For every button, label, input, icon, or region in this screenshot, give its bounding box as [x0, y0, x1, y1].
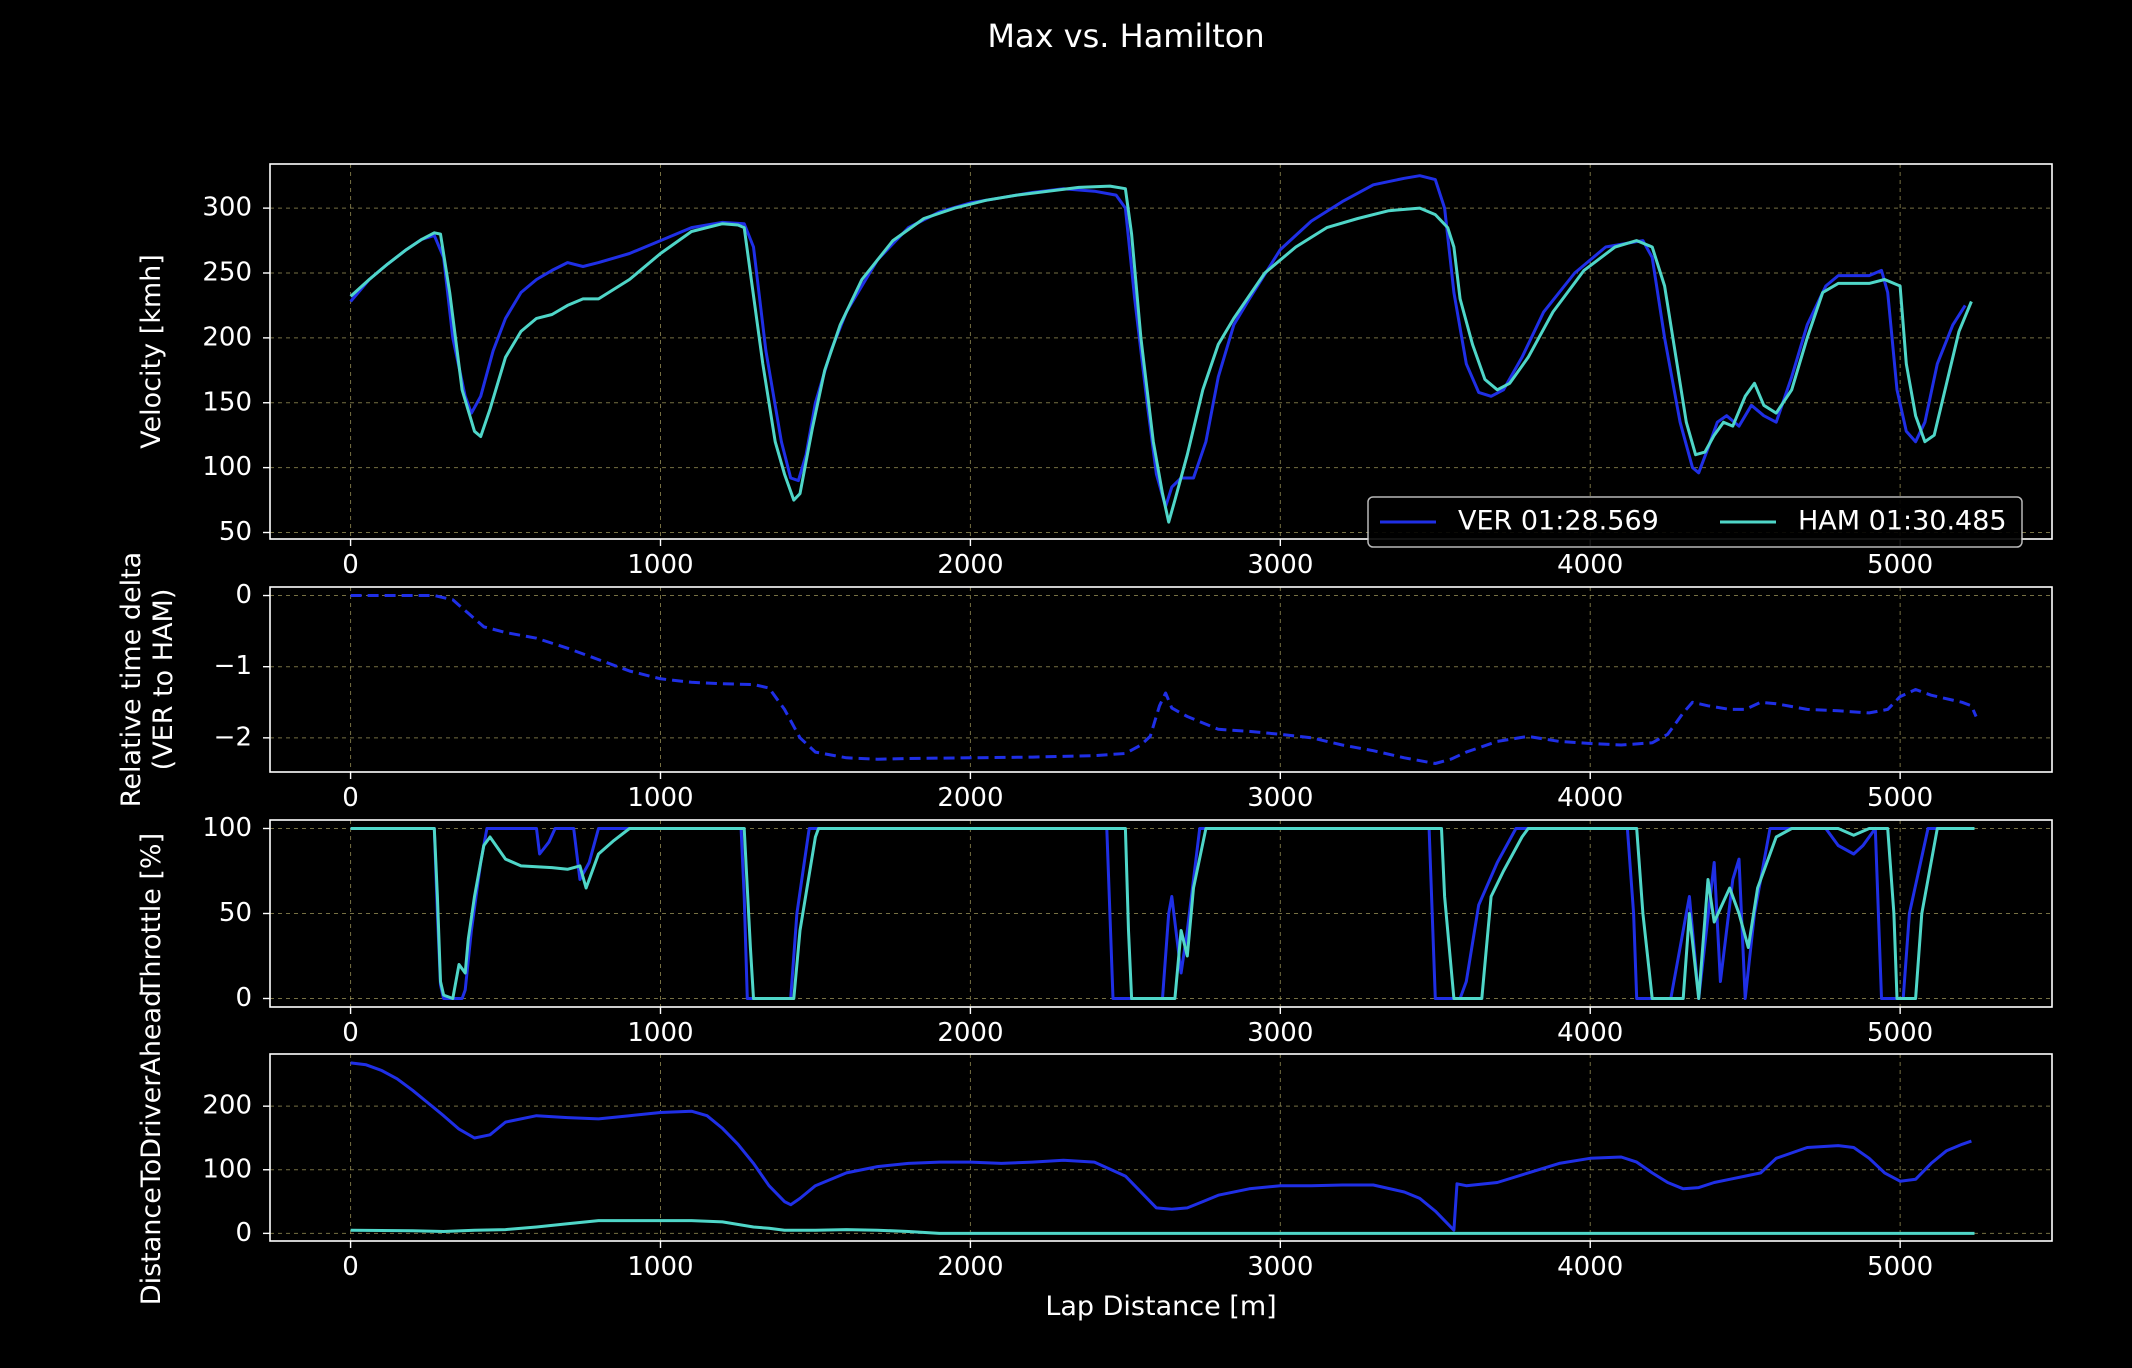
- y-tick-label: 50: [219, 898, 252, 928]
- x-tick-label: 4000: [1557, 1252, 1623, 1282]
- y-axis-label: Relative time delta(VER to HAM): [116, 552, 179, 807]
- panel-4: 0 1000 2000 3000 4000 5000 0 100 200 DistanceToDr…: [136, 990, 2053, 1322]
- x-tick-label: 0: [342, 550, 359, 580]
- x-tick-label: 4000: [1557, 783, 1623, 813]
- x-tick-label: 0: [342, 1018, 359, 1048]
- x-tick-label: 0: [342, 1252, 359, 1282]
- figure-title: Max vs. Hamilton: [987, 17, 1264, 55]
- legend-label-1: VER 01:28.569: [1458, 506, 1659, 537]
- y-tick-label: −1: [214, 651, 252, 681]
- y-axis-label: DistanceToDriverAhead: [136, 990, 167, 1305]
- panel-2: 0 1000 2000 3000 4000 5000 0 −1 −2 Relative time …: [116, 552, 2053, 813]
- x-tick-label: 2000: [937, 1018, 1003, 1048]
- x-tick-label: 1000: [627, 1252, 693, 1282]
- x-tick-label: 5000: [1867, 550, 1933, 580]
- y-tick-label: 250: [202, 257, 252, 287]
- x-axis-label: Lap Distance [m]: [1045, 1291, 1276, 1322]
- y-tick-label: 0: [235, 580, 252, 610]
- x-tick-label: 3000: [1247, 1018, 1313, 1048]
- x-tick-label: 3000: [1247, 783, 1313, 813]
- y-tick-label: 200: [202, 1091, 252, 1121]
- y-tick-label: 100: [202, 813, 252, 843]
- y-tick-label: 200: [202, 322, 252, 352]
- y-tick-label: 150: [202, 387, 252, 417]
- y-tick-label: 0: [235, 1218, 252, 1248]
- legend-box: [1367, 496, 2023, 548]
- x-tick-label: 5000: [1867, 783, 1933, 813]
- x-tick-label: 4000: [1557, 550, 1623, 580]
- y-tick-label: −2: [214, 722, 252, 752]
- x-tick-label: 4000: [1557, 1018, 1623, 1048]
- series-line-1: [350, 594, 1978, 765]
- x-tick-label: 0: [342, 783, 359, 813]
- series-line-2: [350, 1219, 1975, 1235]
- x-tick-label: 1000: [627, 1018, 693, 1048]
- series-line-2: [349, 184, 1973, 524]
- y-tick-label: 300: [202, 193, 252, 223]
- x-tick-label: 1000: [627, 550, 693, 580]
- panel-3: 0 1000 2000 3000 4000 5000 0 50 100 Throttle [%]: [136, 813, 2053, 1048]
- legend: VER 01:28.569 HAM 01:30.485: [1367, 496, 2023, 548]
- x-tick-label: 2000: [937, 783, 1003, 813]
- x-tick-label: 1000: [627, 783, 693, 813]
- series-line-1: [350, 1061, 1972, 1232]
- axes-frame: [269, 1053, 2053, 1242]
- x-tick-label: 5000: [1867, 1252, 1933, 1282]
- panel-1: 0 1000 2000 3000 4000 5000 50 100 150 200 250 300 Ve…: [136, 163, 2053, 580]
- series-line-1: [349, 174, 1967, 509]
- series-line-2: [350, 827, 1975, 1000]
- x-tick-label: 2000: [937, 1252, 1003, 1282]
- y-tick-label: 50: [219, 517, 252, 547]
- x-tick-label: 2000: [937, 550, 1003, 580]
- chart-panels: 0 1000 2000 3000 4000 500050100150200250300Ve…: [116, 163, 2053, 1322]
- x-tick-label: 3000: [1247, 550, 1313, 580]
- y-axis-label: Throttle [%]: [136, 833, 167, 995]
- axes-frame: [269, 163, 2053, 540]
- y-tick-label: 100: [202, 1154, 252, 1184]
- x-tick-label: 3000: [1247, 1252, 1313, 1282]
- axes-frame: [269, 586, 2053, 773]
- y-tick-label: 0: [235, 983, 252, 1013]
- x-tick-label: 5000: [1867, 1018, 1933, 1048]
- legend-label-2: HAM 01:30.485: [1798, 506, 2007, 537]
- y-tick-label: 100: [202, 452, 252, 482]
- y-axis-label: Velocity [kmh]: [136, 254, 167, 449]
